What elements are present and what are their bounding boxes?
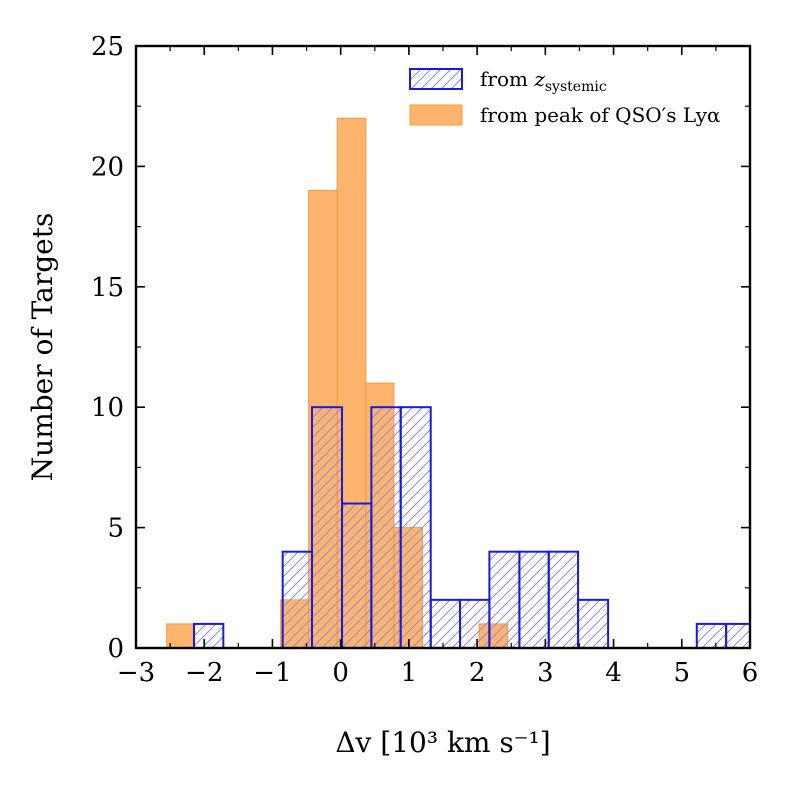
axis-ticks — [135, 45, 751, 649]
legend: from zsystemic from peak of QSO′s Lyα — [409, 67, 721, 127]
legend-swatch-systemic — [409, 68, 463, 90]
legend-label-lya-peak: from peak of QSO′s Lyα — [480, 103, 721, 127]
bar-systemic-7 — [459, 598, 491, 650]
bar-systemic-2 — [311, 406, 344, 650]
legend-label-systemic: from zsystemic — [480, 67, 607, 95]
y-axis-label: Number of Targets — [26, 213, 59, 482]
x-tick-label-4: 1 — [401, 658, 418, 688]
plot-frame — [134, 44, 752, 650]
bar-systemic-1 — [281, 550, 314, 649]
y-tick-label-5: 25 — [91, 32, 124, 62]
bar-systemic-3 — [341, 502, 373, 649]
legend-label-systemic-var: z — [533, 67, 545, 91]
bar-systemic-8 — [488, 550, 521, 649]
x-tick-label-7: 4 — [605, 658, 622, 688]
y-tick-label-2: 10 — [91, 393, 124, 423]
legend-swatch-lya-peak — [409, 104, 463, 126]
x-tick-label-6: 3 — [537, 658, 554, 688]
x-tick-label-3: 0 — [332, 658, 349, 688]
y-tick-label-4: 20 — [91, 152, 124, 182]
series-systemic-bars — [192, 406, 751, 650]
bar-systemic-9 — [518, 550, 550, 649]
bar-systemic-12 — [695, 622, 728, 649]
y-tick-label-0: 0 — [107, 634, 124, 664]
x-tick-label-9: 6 — [742, 658, 759, 688]
y-tick-label-1: 5 — [107, 514, 124, 544]
y-tick-label-3: 15 — [91, 273, 124, 303]
bar-systemic-5 — [399, 406, 432, 650]
bar-systemic-4 — [370, 406, 402, 650]
x-tick-label-2: −1 — [253, 658, 291, 688]
x-tick-label-1: −2 — [185, 658, 223, 688]
bar-systemic-6 — [429, 598, 462, 650]
legend-label-systemic-prefix: from — [480, 67, 534, 91]
axis-tick-labels: −3 −2 −1 0 1 2 3 4 5 6 0 5 10 15 20 25 — [91, 32, 758, 688]
bar-systemic-10 — [547, 550, 580, 649]
bar-systemic-11 — [577, 598, 610, 650]
x-axis-label: Δv [10³ km s⁻¹] — [335, 726, 550, 759]
x-tick-label-0: −3 — [117, 658, 155, 688]
x-tick-label-5: 2 — [469, 658, 486, 688]
legend-label-systemic-sub: systemic — [545, 79, 607, 95]
x-tick-label-8: 5 — [674, 658, 691, 688]
bar-lya-peak-0 — [166, 623, 196, 649]
bar-systemic-0 — [192, 622, 225, 649]
bar-systemic-13 — [725, 622, 751, 649]
